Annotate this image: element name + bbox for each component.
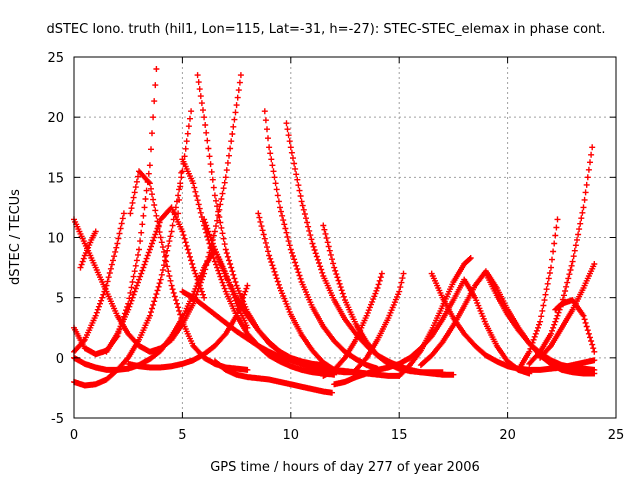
y-tick-label: 20 (47, 111, 64, 126)
series-19 (482, 270, 598, 373)
series-markers (537, 261, 598, 361)
y-tick-label: 10 (47, 232, 64, 247)
series-27 (103, 204, 208, 355)
series-22 (537, 261, 598, 361)
x-tick-label: 5 (178, 428, 186, 443)
x-tick-label: 0 (70, 428, 78, 443)
series-16 (396, 255, 474, 379)
series-10 (255, 210, 338, 373)
series-18 (428, 270, 598, 373)
series-20 (515, 216, 561, 373)
series-markers (352, 270, 407, 373)
y-tick-label: 15 (47, 171, 64, 186)
axis-ticks (73, 56, 617, 419)
series-14 (320, 270, 385, 379)
x-tick-label: 15 (391, 428, 408, 443)
series-8 (261, 108, 381, 372)
series-21 (526, 144, 596, 367)
data-points (71, 66, 598, 396)
series-markers (77, 228, 99, 271)
series-markers (396, 255, 474, 379)
x-tick-label: 10 (283, 428, 300, 443)
series-markers (526, 144, 596, 367)
series-markers (125, 282, 251, 371)
series-23 (552, 297, 598, 355)
series-markers (261, 108, 381, 372)
x-axis-label: GPS time / hours of day 277 of year 2006 (210, 460, 480, 475)
y-tick-label: 25 (47, 51, 64, 66)
y-tick-label: 0 (56, 352, 64, 367)
x-tick-label: 20 (499, 428, 516, 443)
tick-labels: 0 5 10 15 20 25 -5 0 5 10 15 20 25 (47, 51, 624, 443)
series-markers (482, 270, 598, 373)
series-markers (320, 270, 385, 379)
x-tick-label: 25 (608, 428, 625, 443)
series-28 (125, 282, 251, 371)
chart-title: dSTEC Iono. truth (hil1, Lon=115, Lat=-3… (46, 22, 605, 37)
series-markers (552, 297, 598, 355)
y-tick-label: -5 (51, 412, 64, 427)
series-markers (255, 210, 338, 373)
series-11 (211, 358, 335, 396)
y-tick-label: 5 (56, 292, 64, 307)
series-markers (211, 358, 335, 396)
y-axis-label: dSTEC / TECUs (8, 189, 23, 285)
series-markers (428, 270, 598, 373)
series-25 (77, 228, 99, 271)
series-markers (515, 216, 561, 373)
series-15 (352, 270, 407, 373)
series-markers (103, 204, 208, 355)
